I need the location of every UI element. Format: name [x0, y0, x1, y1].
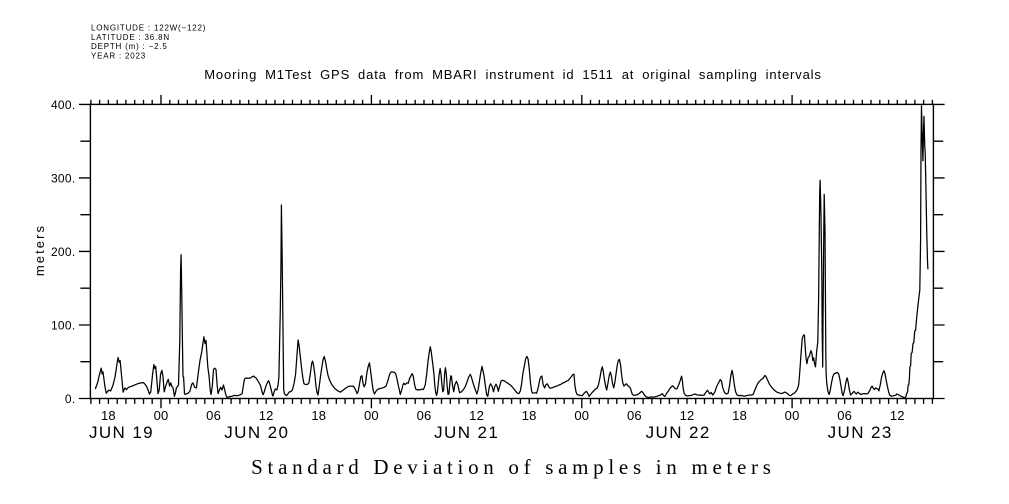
svg-text:LATITUDE : 36.8N: LATITUDE : 36.8N — [91, 33, 170, 42]
svg-text:LONGITUDE : 122W(−122): LONGITUDE : 122W(−122) — [91, 23, 206, 32]
svg-text:06: 06 — [627, 408, 642, 423]
svg-text:0.: 0. — [65, 392, 76, 406]
svg-text:18: 18 — [101, 408, 116, 423]
svg-text:300.: 300. — [51, 172, 76, 186]
svg-text:100.: 100. — [51, 319, 76, 333]
svg-text:JUN 20: JUN 20 — [224, 423, 289, 442]
svg-text:18: 18 — [522, 408, 537, 423]
svg-text:00: 00 — [574, 408, 589, 423]
svg-text:00: 00 — [154, 408, 169, 423]
svg-text:meters: meters — [32, 224, 47, 276]
svg-text:18: 18 — [311, 408, 326, 423]
svg-text:JUN 22: JUN 22 — [646, 423, 711, 442]
svg-text:06: 06 — [417, 408, 432, 423]
svg-text:12: 12 — [680, 408, 695, 423]
svg-text:06: 06 — [206, 408, 221, 423]
svg-text:12: 12 — [259, 408, 274, 423]
svg-text:JUN 19: JUN 19 — [89, 423, 154, 442]
svg-text:YEAR : 2023: YEAR : 2023 — [91, 52, 146, 61]
svg-text:12: 12 — [890, 408, 905, 423]
svg-text:JUN 21: JUN 21 — [434, 423, 499, 442]
svg-text:Mooring M1Test GPS data from M: Mooring M1Test GPS data from MBARI instr… — [204, 67, 822, 82]
svg-text:12: 12 — [469, 408, 484, 423]
svg-text:00: 00 — [785, 408, 800, 423]
svg-text:JUN 23: JUN 23 — [828, 423, 893, 442]
svg-text:200.: 200. — [51, 245, 76, 259]
svg-text:18: 18 — [732, 408, 747, 423]
svg-text:06: 06 — [837, 408, 852, 423]
svg-text:400.: 400. — [51, 98, 76, 112]
svg-text:Standard Deviation of samples: Standard Deviation of samples in meters — [251, 455, 775, 479]
svg-text:DEPTH (m) : −2.5: DEPTH (m) : −2.5 — [91, 42, 168, 51]
svg-text:00: 00 — [364, 408, 379, 423]
